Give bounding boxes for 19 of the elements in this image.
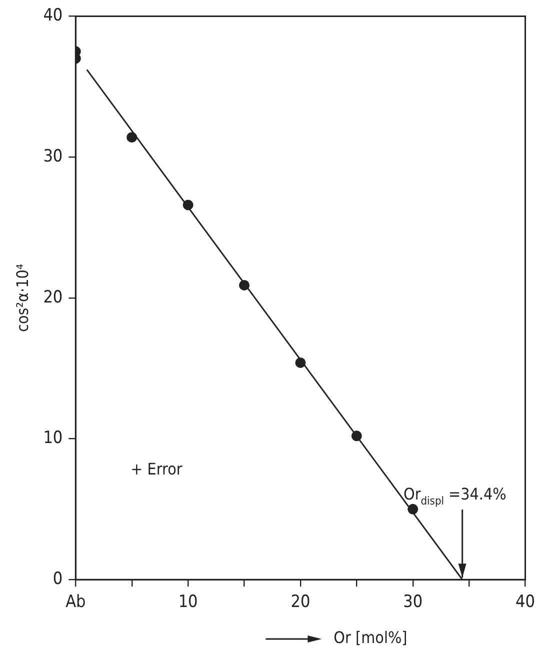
point (295, 357, 306, 368)
point (182, 200, 194, 210)
x-tick-label: 10 (178, 592, 198, 612)
x-axis-title: Or [mol%] (334, 628, 408, 648)
y-tick-label: 30 (43, 146, 63, 166)
x-tick-label: 40 (516, 592, 536, 612)
point (351, 430, 362, 442)
point (126, 132, 138, 143)
y-tick-label: 20 (43, 287, 63, 308)
y-axis-title: cos²α·10⁴ (12, 264, 32, 332)
point (239, 280, 250, 290)
x-tick-label: Ab (66, 592, 86, 612)
x-tick-label: 20 (290, 592, 310, 612)
point (408, 504, 418, 514)
y-tick-label: 0 (52, 569, 63, 590)
y-tick-label: 10 (43, 428, 63, 448)
annotation: + Error (130, 460, 182, 479)
y-tick-label: 40 (43, 6, 63, 26)
x-tick-label: 30 (403, 592, 423, 612)
